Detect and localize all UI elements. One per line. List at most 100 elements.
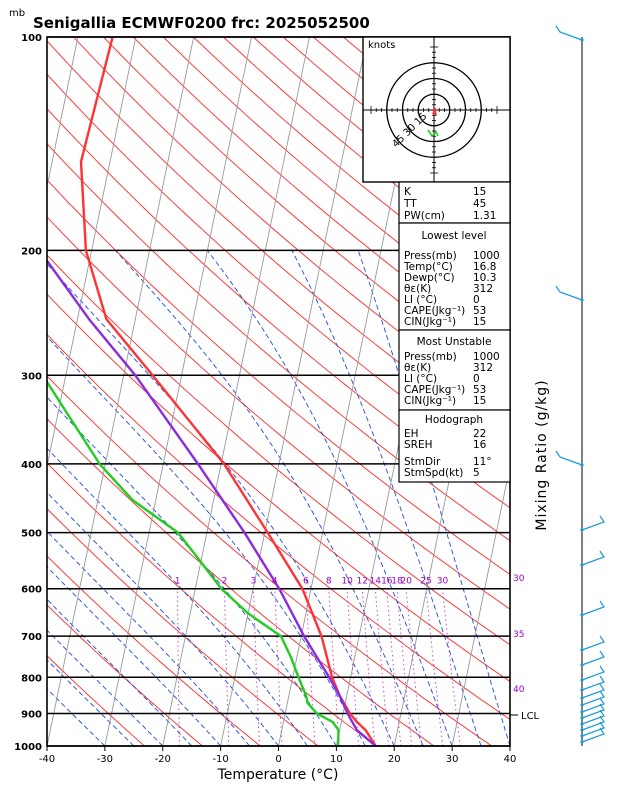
dry-adiabat bbox=[47, 216, 510, 610]
mu-cape-value: 53 bbox=[473, 384, 486, 396]
mixing-ratio-label: 1 bbox=[175, 577, 181, 587]
x-tick-label: -10 bbox=[212, 754, 228, 765]
ll-press-value: 1000 bbox=[473, 250, 500, 262]
pressure-tick-label: 700 bbox=[21, 632, 42, 643]
wind-barb bbox=[581, 650, 605, 666]
dry-adiabat bbox=[47, 40, 510, 446]
isotherm-line bbox=[47, 37, 137, 469]
theta-e-label: 40 bbox=[513, 685, 525, 695]
x-tick-label: -30 bbox=[97, 754, 113, 765]
wind-barb bbox=[581, 635, 605, 651]
x-tick-label: 40 bbox=[504, 754, 517, 765]
mixing-ratio-label: 10 bbox=[341, 577, 353, 587]
mu-press-value: 1000 bbox=[473, 351, 500, 363]
x-tick-label: 20 bbox=[388, 754, 401, 765]
hodograph-indices-header: Hodograph bbox=[425, 414, 483, 426]
wind-barb bbox=[581, 690, 605, 706]
wind-barb bbox=[581, 683, 605, 699]
hodograph-ring bbox=[401, 77, 467, 143]
lcl-label: LCL bbox=[521, 711, 540, 722]
dry-adiabat bbox=[47, 73, 510, 477]
dry-adiabat bbox=[47, 333, 510, 720]
wind-barb bbox=[581, 550, 605, 566]
theta-e-label: 30 bbox=[513, 574, 525, 584]
mixing-ratio-label: 25 bbox=[420, 577, 431, 587]
isotherm-line bbox=[162, 37, 310, 746]
sreh-value: 16 bbox=[473, 439, 487, 451]
wind-barb bbox=[581, 515, 605, 531]
index-tt-value: 45 bbox=[473, 198, 486, 210]
mixing-ratio-label: 2 bbox=[222, 577, 228, 587]
ll-thetae-label: θε(K) bbox=[404, 283, 431, 295]
mu-thetae-label: θε(K) bbox=[404, 362, 431, 374]
isotherm-line bbox=[47, 37, 195, 746]
isotherm-line bbox=[220, 37, 368, 746]
index-pw-label: PW(cm) bbox=[404, 210, 445, 222]
index-tt-label: TT bbox=[403, 198, 417, 210]
index-k-value: 15 bbox=[473, 186, 486, 198]
pressure-axis-ticks: 100 200 300 400 500 600 700 800 900 1000 bbox=[14, 33, 42, 753]
isotherm-line bbox=[47, 37, 79, 189]
mu-cin-label: CIN(Jkg⁻¹) bbox=[404, 395, 456, 407]
dry-adiabat bbox=[47, 293, 510, 683]
pressure-tick-label: 600 bbox=[21, 585, 42, 596]
x-axis-ticks: -40 -30 -20 -10 0 10 20 30 40 bbox=[39, 746, 517, 765]
dry-adiabat bbox=[47, 179, 510, 575]
ll-dewp-label: Dewp(°C) bbox=[404, 272, 455, 284]
dewpoint-profile bbox=[47, 379, 340, 746]
index-pw-value: 1.31 bbox=[473, 210, 496, 222]
mixing-ratio-label: 14 bbox=[370, 577, 382, 587]
x-axis-label: Temperature (°C) bbox=[217, 767, 339, 783]
ll-cin-value: 15 bbox=[473, 316, 486, 328]
wind-barb bbox=[555, 450, 583, 466]
wind-barb bbox=[581, 715, 605, 731]
mixing-ratio-axis-label: Mixing Ratio (g/kg) bbox=[534, 379, 550, 530]
ll-temp-label: Temp(°C) bbox=[403, 261, 453, 273]
pressure-tick-label: 400 bbox=[21, 460, 42, 471]
ll-cape-label: CAPE(Jkg⁻¹) bbox=[404, 305, 465, 317]
indices-panel: K 15 TT 45 PW(cm) 1.31 Lowest level Pres… bbox=[398, 181, 511, 483]
dry-adiabat bbox=[47, 655, 145, 746]
stmspd-label: StmSpd(kt) bbox=[404, 467, 463, 479]
isotherm-line bbox=[104, 37, 252, 746]
temperature-profile bbox=[79, 37, 377, 746]
dry-adiabat bbox=[47, 462, 377, 746]
wind-barbs bbox=[555, 25, 605, 746]
hodograph-trace-low bbox=[432, 107, 437, 117]
mixing-ratio-label: 18 bbox=[391, 577, 403, 587]
eh-label: EH bbox=[404, 428, 419, 440]
wind-barb bbox=[581, 665, 605, 681]
mu-li-value: 0 bbox=[473, 373, 480, 385]
hodograph-indices-box bbox=[398, 409, 511, 483]
wind-barb bbox=[581, 697, 605, 713]
ll-press-label: Press(mb) bbox=[404, 250, 457, 262]
mixing-ratio-label: 8 bbox=[326, 577, 332, 587]
moist-adiabat bbox=[47, 530, 250, 746]
wind-barb bbox=[581, 721, 605, 737]
isotherm-line bbox=[451, 464, 510, 746]
ll-dewp-value: 10.3 bbox=[473, 272, 496, 284]
ll-li-label: LI (°C) bbox=[404, 294, 437, 306]
ll-cape-value: 53 bbox=[473, 305, 486, 317]
dry-adiabat bbox=[47, 143, 510, 542]
indices-top-box bbox=[398, 181, 511, 224]
parcel-profile bbox=[47, 258, 377, 746]
isotherm-line bbox=[568, 37, 618, 746]
mu-thetae-value: 312 bbox=[473, 362, 493, 374]
dry-adiabat bbox=[47, 254, 510, 646]
ll-temp-value: 16.8 bbox=[473, 261, 496, 273]
stmspd-value: 5 bbox=[473, 467, 480, 479]
isotherm-line bbox=[0, 37, 20, 746]
hodograph-unit: knots bbox=[368, 40, 395, 51]
mixing-ratio-label: 30 bbox=[437, 577, 449, 587]
mu-cape-label: CAPE(Jkg⁻¹) bbox=[404, 384, 465, 396]
mixing-ratio-label: 3 bbox=[251, 577, 257, 587]
wind-barb bbox=[581, 600, 605, 616]
mixing-ratio-label: 20 bbox=[400, 577, 412, 587]
wind-barb bbox=[581, 709, 605, 725]
pressure-tick-label: 800 bbox=[21, 673, 42, 684]
ll-cin-label: CIN(Jkg⁻¹) bbox=[404, 316, 456, 328]
